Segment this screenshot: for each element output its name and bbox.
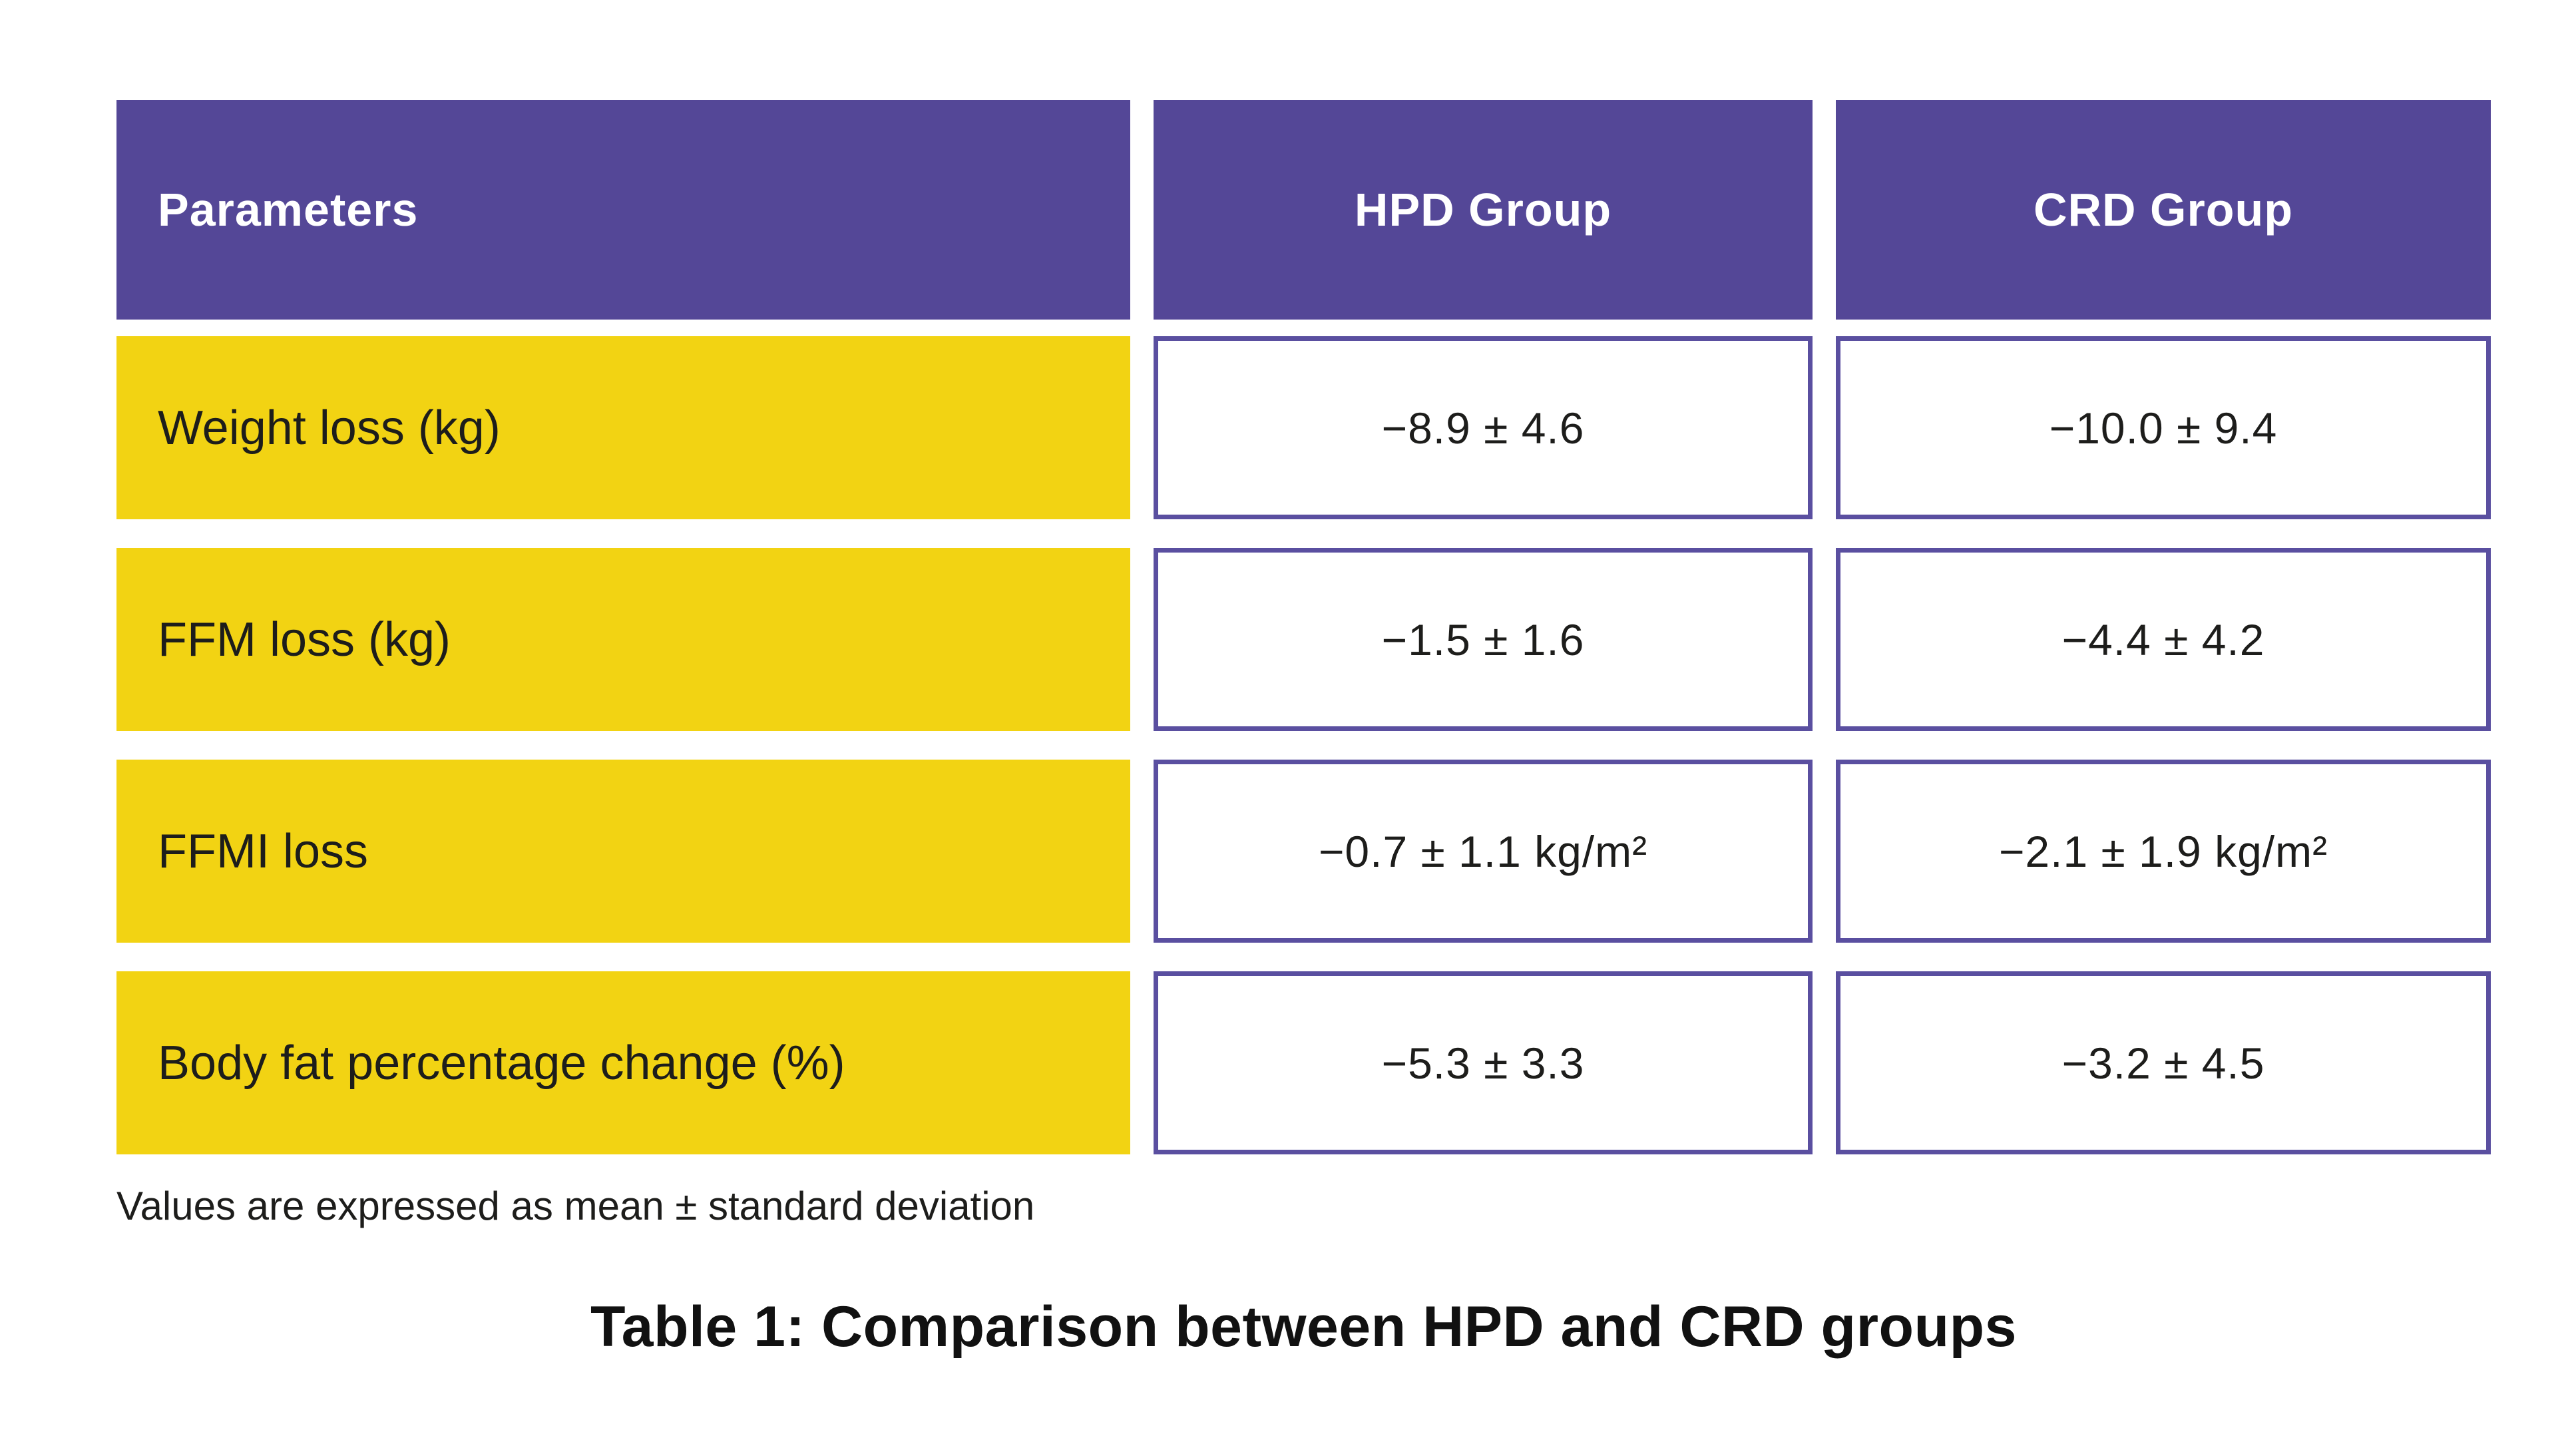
table-footnote: Values are expressed as mean ± standard … xyxy=(116,1184,1035,1228)
row-value-crd: −2.1 ± 1.9 kg/m² xyxy=(1836,760,2491,943)
row-value-hpd: −8.9 ± 4.6 xyxy=(1154,336,1813,519)
row-value-crd: −10.0 ± 9.4 xyxy=(1836,336,2491,519)
row-value-hpd: −5.3 ± 3.3 xyxy=(1154,971,1813,1154)
row-value-hpd: −0.7 ± 1.1 kg/m² xyxy=(1154,760,1813,943)
row-value-crd: −4.4 ± 4.2 xyxy=(1836,548,2491,731)
comparison-table: Parameters HPD Group CRD Group Weight lo… xyxy=(116,100,2491,1360)
table-row: Weight loss (kg) −8.9 ± 4.6 −10.0 ± 9.4 xyxy=(116,336,2491,519)
row-parameter-label: FFM loss (kg) xyxy=(116,548,1130,731)
row-value-crd: −3.2 ± 4.5 xyxy=(1836,971,2491,1154)
table-row: Body fat percentage change (%) −5.3 ± 3.3… xyxy=(116,971,2491,1154)
row-value-hpd: −1.5 ± 1.6 xyxy=(1154,548,1813,731)
row-parameter-label: FFMI loss xyxy=(116,760,1130,943)
column-header-crd-group: CRD Group xyxy=(1836,100,2491,320)
table-row: FFMI loss −0.7 ± 1.1 kg/m² −2.1 ± 1.9 kg/m… xyxy=(116,760,2491,943)
row-parameter-label: Body fat percentage change (%) xyxy=(116,971,1130,1154)
table-header-row: Parameters HPD Group CRD Group xyxy=(116,100,2491,320)
table-body: Weight loss (kg) −8.9 ± 4.6 −10.0 ± 9.4 FFM… xyxy=(116,336,2491,1154)
table-row: FFM loss (kg) −1.5 ± 1.6 −4.4 ± 4.2 xyxy=(116,548,2491,731)
table-caption: Table 1: Comparison between HPD and CRD … xyxy=(590,1295,2017,1359)
column-header-parameters: Parameters xyxy=(116,100,1130,320)
column-header-hpd-group: HPD Group xyxy=(1154,100,1813,320)
row-parameter-label: Weight loss (kg) xyxy=(116,336,1130,519)
